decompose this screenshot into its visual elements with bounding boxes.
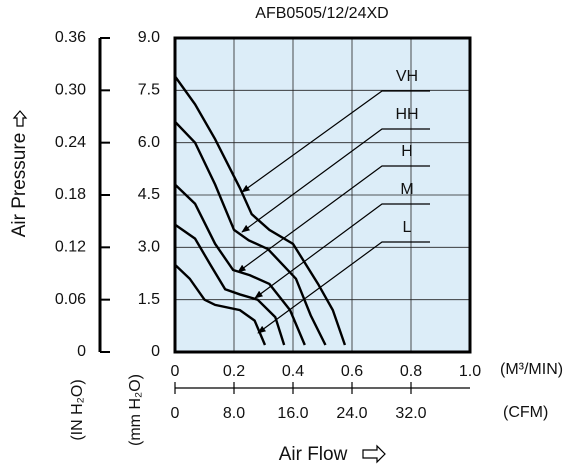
curve (174, 75, 347, 346)
y2-tick-label: 0.36 (55, 29, 86, 46)
legend-label: HH (395, 106, 418, 123)
x2-tick-label: 0 (171, 405, 180, 422)
curve (174, 263, 267, 346)
x-tick-label: 0.8 (400, 363, 422, 380)
y2-tick-label: 0.24 (55, 134, 86, 151)
leader-line (237, 165, 430, 273)
legend-label: M (400, 181, 413, 198)
curve (174, 120, 327, 346)
chart-title: AFB0505/12/24XD (255, 5, 388, 22)
legend-label: H (401, 143, 413, 160)
leader-line (241, 90, 430, 193)
y2-tick-label: 0.18 (55, 186, 86, 203)
leader-line (257, 241, 430, 334)
y-tick-label: 0 (151, 343, 160, 360)
leader-line (241, 128, 430, 233)
x2-tick-label: 16.0 (277, 405, 308, 422)
y-axis-title: Air Pressure (9, 133, 30, 238)
y2-tick-label: 0.12 (55, 239, 86, 256)
x-axis-title: Air Flow (279, 444, 348, 465)
y-tick-label: 9.0 (138, 29, 160, 46)
x-tick-label: 0.4 (282, 363, 304, 380)
right-arrow-icon (362, 444, 386, 464)
y2-tick-label: 0.06 (55, 291, 86, 308)
legend-label: L (403, 219, 412, 236)
y-tick-label: 4.5 (138, 186, 160, 203)
x-tick-label: 0.6 (341, 363, 363, 380)
legend-label: VH (396, 68, 418, 85)
y-tick-label: 3.0 (138, 239, 160, 256)
x2-unit-label: (CFM) (503, 404, 548, 421)
x-unit-label: (M³/MIN) (500, 361, 563, 378)
curve (174, 183, 306, 346)
plot-border (173, 36, 472, 354)
x-tick-label: 1.0 (459, 363, 481, 380)
x2-tick-label: 8.0 (223, 405, 245, 422)
y-tick-label: 6.0 (138, 134, 160, 151)
y2-tick-label: 0 (77, 343, 86, 360)
y-unit-label: (mm H₂O) (127, 374, 144, 446)
x-tick-label: 0.2 (223, 363, 245, 380)
x2-tick-label: 32.0 (395, 405, 426, 422)
y-tick-label: 1.5 (138, 291, 160, 308)
x2-tick-label: 24.0 (336, 405, 367, 422)
y2-unit-label: (IN H₂O) (69, 379, 86, 440)
leader-line (254, 203, 430, 299)
x-tick-label: 0 (171, 363, 180, 380)
y-tick-label: 7.5 (138, 82, 160, 99)
y2-tick-label: 0.30 (55, 82, 86, 99)
curve (174, 223, 286, 346)
up-arrow-icon (12, 110, 28, 127)
